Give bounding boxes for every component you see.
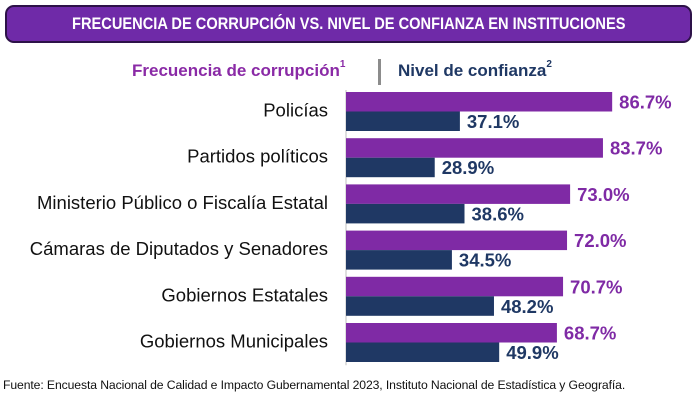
- legend-divider: [378, 59, 381, 85]
- data-label-confidence: 34.5%: [459, 250, 511, 271]
- bar-confidence: [346, 157, 435, 178]
- bar-corruption: [346, 138, 603, 158]
- bar-corruption: [346, 323, 557, 343]
- category-label: Partidos políticos: [187, 146, 328, 167]
- category-label: Cámaras de Diputados y Senadores: [30, 238, 328, 259]
- category-label: Policías: [263, 100, 328, 121]
- legend: Frecuencia de corrupción1 Nivel de confi…: [0, 57, 700, 87]
- data-label-corruption: 72.0%: [574, 230, 626, 251]
- bar-confidence: [346, 203, 465, 224]
- data-label-confidence: 48.2%: [501, 296, 553, 317]
- legend-confidence-label: Nivel de confianza: [398, 61, 547, 80]
- category-label: Ministerio Público o Fiscalía Estatal: [37, 192, 328, 213]
- data-label-confidence: 37.1%: [467, 111, 519, 132]
- data-label-corruption: 70.7%: [570, 276, 622, 297]
- bar-confidence: [346, 342, 500, 362]
- bar-corruption: [346, 92, 613, 112]
- data-label-corruption: 86.7%: [619, 92, 671, 113]
- legend-corruption: Frecuencia de corrupción1: [132, 59, 346, 81]
- data-label-corruption: 68.7%: [564, 323, 616, 344]
- data-label-corruption: 83.7%: [610, 138, 662, 159]
- category-label: Gobiernos Estatales: [161, 284, 328, 305]
- legend-confidence: Nivel de confianza2: [398, 59, 552, 81]
- bar-corruption: [346, 230, 568, 251]
- bar-confidence: [346, 111, 460, 131]
- chart-title: FRECUENCIA DE CORRUPCIÓN VS. NIVEL DE CO…: [71, 14, 626, 33]
- bar-corruption: [346, 276, 564, 297]
- legend-corruption-label: Frecuencia de corrupción: [132, 61, 340, 80]
- source-footnote: Fuente: Encuesta Nacional de Calidad e I…: [3, 378, 626, 392]
- legend-corruption-footnote: 1: [339, 59, 346, 70]
- data-label-confidence: 38.6%: [472, 203, 524, 224]
- title-banner: FRECUENCIA DE CORRUPCIÓN VS. NIVEL DE CO…: [5, 5, 692, 43]
- category-label: Gobiernos Municipales: [140, 331, 328, 352]
- legend-confidence-footnote: 2: [546, 59, 552, 70]
- bar-confidence: [346, 296, 494, 316]
- bar-corruption: [346, 184, 571, 204]
- data-label-confidence: 28.9%: [442, 157, 494, 178]
- data-label-corruption: 73.0%: [577, 184, 629, 205]
- bar-confidence: [346, 250, 452, 270]
- data-label-confidence: 49.9%: [506, 342, 558, 363]
